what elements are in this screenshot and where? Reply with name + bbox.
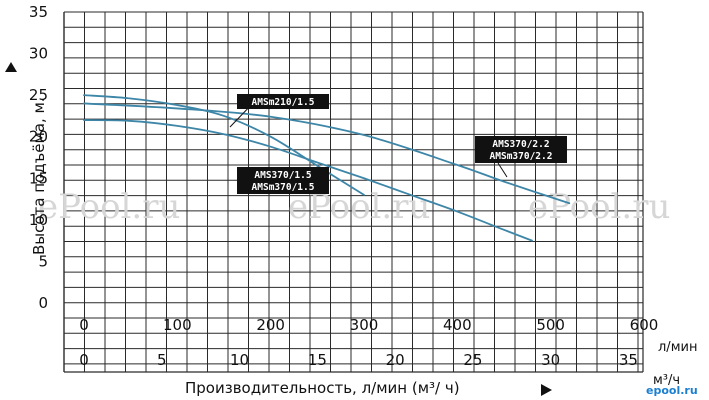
y-tick-label: 5: [38, 252, 48, 270]
x-tick-label-primary: 100: [163, 316, 192, 334]
label-text: AMS370/1.5: [254, 170, 311, 181]
x-unit-secondary: м³/ч: [653, 373, 680, 388]
label-leader-line: [497, 162, 508, 178]
label-box: [237, 94, 329, 109]
x-axis-arrow-icon: [541, 384, 552, 396]
y-axis-title: Высота подъёма, м.: [30, 97, 48, 255]
x-tick-label-secondary: 30: [541, 351, 560, 369]
series-line: [83, 102, 571, 205]
x-tick-label-secondary: 35: [619, 351, 638, 369]
series-label: AMSm210/1.5: [229, 94, 329, 128]
x-tick-labels-secondary: 0 5 10 15 20 25 30 35: [79, 351, 638, 369]
x-tick-label-primary: 600: [630, 316, 659, 334]
x-unit-primary: л/мин: [658, 340, 697, 355]
y-tick-label: 35: [29, 3, 48, 21]
x-tick-label-secondary: 15: [308, 351, 327, 369]
y-tick-labels: 0 5 10 15 20 25 30 35: [29, 3, 48, 312]
x-tick-label-primary: 200: [256, 316, 285, 334]
x-tick-label-primary: 500: [536, 316, 565, 334]
y-axis-arrow-icon: [5, 62, 17, 72]
y-tick-label: 25: [29, 86, 48, 104]
y-tick-label: 10: [29, 211, 48, 229]
brand-logo: epool.ru: [646, 384, 698, 397]
series-line: [83, 94, 365, 196]
label-box: [237, 167, 329, 194]
watermark: ePool.ru: [38, 187, 180, 227]
x-tick-label-primary: 400: [443, 316, 472, 334]
series-line: [83, 119, 533, 242]
x-axis-title-group: Производительность, л/мин (м³/ ч): [185, 379, 552, 397]
watermark: ePool.ru: [528, 187, 670, 227]
y-tick-label: 30: [29, 45, 48, 63]
x-tick-label-secondary: 20: [386, 351, 405, 369]
x-axis-title: Производительность, л/мин (м³/ ч): [185, 379, 460, 397]
x-tick-label-primary: 300: [350, 316, 379, 334]
label-text: AMSm370/2.2: [490, 151, 553, 162]
label-box: [475, 136, 567, 163]
x-tick-label-secondary: 10: [230, 351, 249, 369]
y-tick-label: 0: [38, 294, 48, 312]
x-tick-label-secondary: 25: [463, 351, 482, 369]
watermark-layer: ePool.ru ePool.ru ePool.ru: [38, 187, 670, 227]
x-tick-label-primary: 0: [79, 316, 89, 334]
label-text: AMSm210/1.5: [252, 97, 315, 108]
y-axis-title-group: Высота подъёма, м.: [5, 62, 48, 255]
y-tick-label: 15: [29, 169, 48, 187]
series-lines: [83, 94, 571, 242]
label-text: AMSm370/1.5: [252, 182, 315, 193]
x-tick-labels-primary: 0 100 200 300 400 500 600: [79, 316, 658, 334]
x-tick-label-secondary: 5: [157, 351, 167, 369]
label-text: AMS370/2.2: [492, 139, 549, 150]
y-tick-label: 20: [29, 128, 48, 146]
x-tick-label-secondary: 0: [79, 351, 89, 369]
